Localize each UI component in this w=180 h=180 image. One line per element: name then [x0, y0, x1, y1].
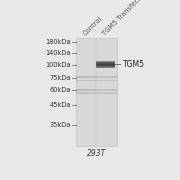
Text: Control: Control	[82, 15, 103, 37]
Bar	[96, 62, 115, 63]
Bar	[76, 80, 96, 81]
Text: 293T: 293T	[87, 149, 106, 158]
Bar	[96, 65, 115, 66]
Bar	[76, 92, 96, 94]
Bar	[96, 61, 115, 62]
Bar	[96, 67, 115, 68]
Bar	[96, 66, 115, 67]
Bar	[76, 38, 117, 146]
Text: 45kDa: 45kDa	[50, 102, 71, 108]
Text: 35kDa: 35kDa	[50, 122, 71, 128]
Text: TGM5: TGM5	[123, 60, 145, 69]
Text: 100kDa: 100kDa	[46, 62, 71, 68]
Bar	[96, 63, 115, 64]
Bar	[76, 89, 96, 91]
Bar	[96, 92, 117, 94]
Bar	[96, 80, 117, 81]
Text: 140kDa: 140kDa	[46, 50, 71, 56]
Text: 60kDa: 60kDa	[50, 87, 71, 93]
Bar	[76, 76, 96, 78]
Bar	[96, 64, 115, 65]
Text: 180kDa: 180kDa	[46, 39, 71, 45]
Bar	[96, 89, 117, 91]
Text: TGM5 Transfected: TGM5 Transfected	[101, 0, 148, 37]
Text: 75kDa: 75kDa	[50, 75, 71, 81]
Bar	[96, 76, 117, 78]
